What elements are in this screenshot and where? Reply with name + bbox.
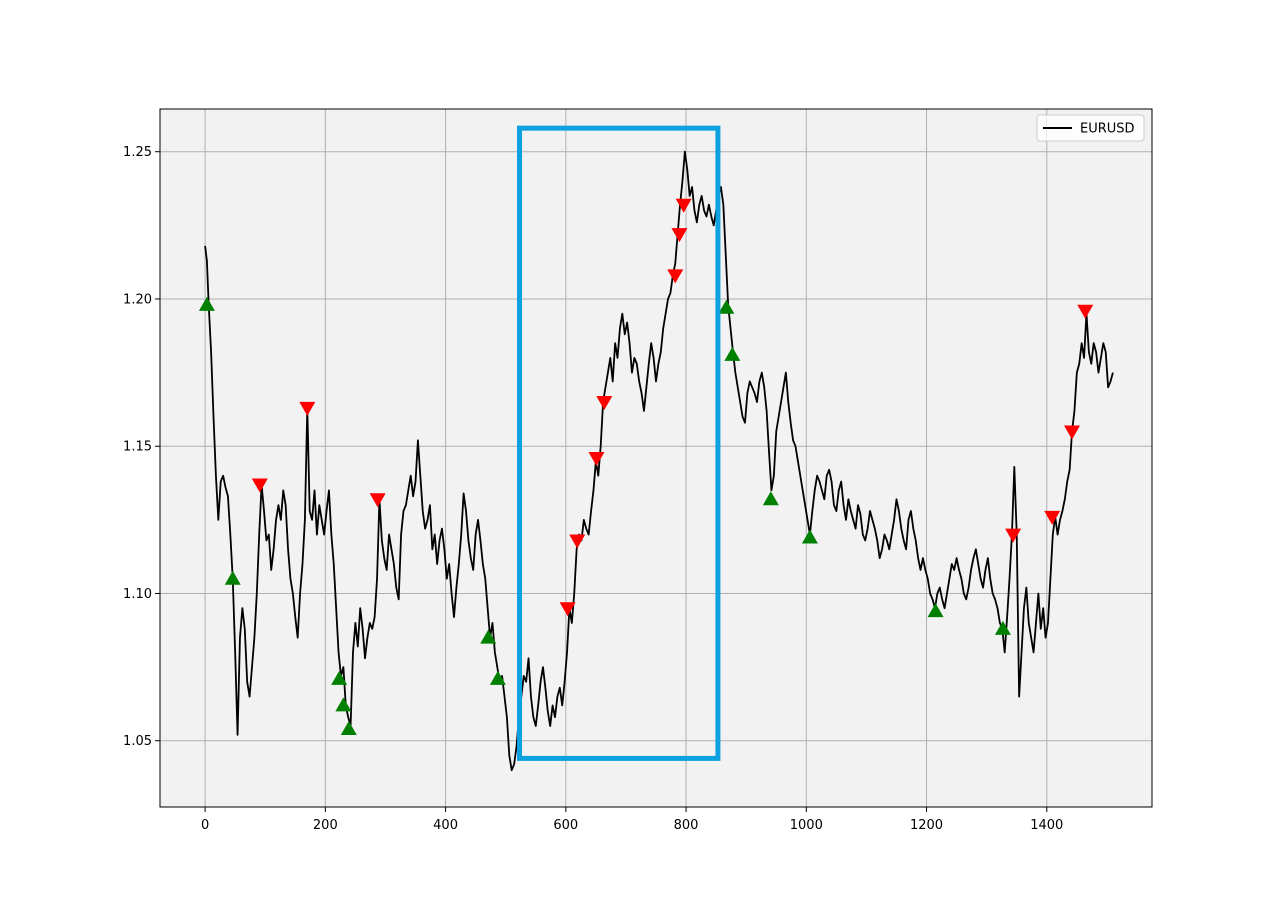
plot-frame	[159, 108, 1153, 808]
x-tick-label: 1000	[790, 818, 823, 833]
x-tick-label: 800	[674, 818, 699, 833]
buy-signal-marker	[335, 697, 352, 712]
legend: EURUSD	[1036, 114, 1145, 142]
sell-signal-marker	[559, 602, 576, 617]
sell-signal-marker	[675, 198, 692, 213]
buy-signal-marker	[762, 491, 779, 506]
legend-box	[1036, 114, 1145, 142]
sell-signal-marker	[588, 452, 605, 466]
buy-signal-marker	[801, 529, 818, 544]
x-tick-label: 0	[201, 818, 209, 833]
buy-signal-marker	[489, 670, 506, 685]
sell-signal-marker	[671, 228, 688, 243]
sell-signal-marker	[251, 478, 268, 493]
series-line-eurusd	[204, 150, 1114, 772]
buy-signal-marker	[480, 629, 497, 644]
y-tick-label: 1.15	[123, 440, 152, 455]
sell-signal-marker	[569, 534, 586, 549]
sell-signal-marker	[299, 401, 316, 416]
y-tick-label: 1.05	[123, 734, 152, 749]
legend-label: EURUSD	[1080, 122, 1135, 137]
y-tick-label: 1.10	[123, 587, 152, 602]
sell-signal-marker	[667, 269, 684, 284]
buy-signal-marker	[224, 570, 241, 585]
highlight-box	[517, 125, 721, 761]
x-tick-label: 400	[433, 818, 458, 833]
buy-signal-marker	[718, 299, 735, 314]
x-tick-label: 200	[313, 818, 338, 833]
sell-signal-marker	[596, 396, 613, 411]
y-axis: 1.05 1.10 1.15 1.20 1.25	[123, 145, 160, 749]
y-tick-label: 1.25	[123, 145, 152, 160]
buy-signal-marker	[198, 296, 215, 311]
x-axis: 0 200 400 600 800 1000 1200 1400	[201, 807, 1063, 833]
sell-signal-marker	[1044, 510, 1061, 525]
signal-markers	[198, 198, 1094, 735]
y-tick-label: 1.20	[123, 292, 152, 307]
buy-signal-marker	[340, 720, 357, 735]
buy-signal-marker	[331, 670, 348, 685]
gridlines	[160, 109, 1152, 807]
buy-signal-marker	[724, 346, 741, 361]
buy-signal-marker	[994, 620, 1011, 635]
sell-signal-marker	[369, 493, 386, 508]
series-layer	[204, 150, 1114, 772]
x-tick-label: 600	[553, 818, 578, 833]
highlight-box-layer	[517, 125, 721, 761]
x-tick-label: 1200	[910, 818, 943, 833]
sell-signal-marker	[1077, 304, 1094, 319]
x-tick-label: 1400	[1030, 818, 1063, 833]
sell-signal-marker	[1064, 425, 1081, 440]
buy-signal-marker	[927, 603, 944, 618]
sell-signal-marker	[1005, 528, 1022, 543]
